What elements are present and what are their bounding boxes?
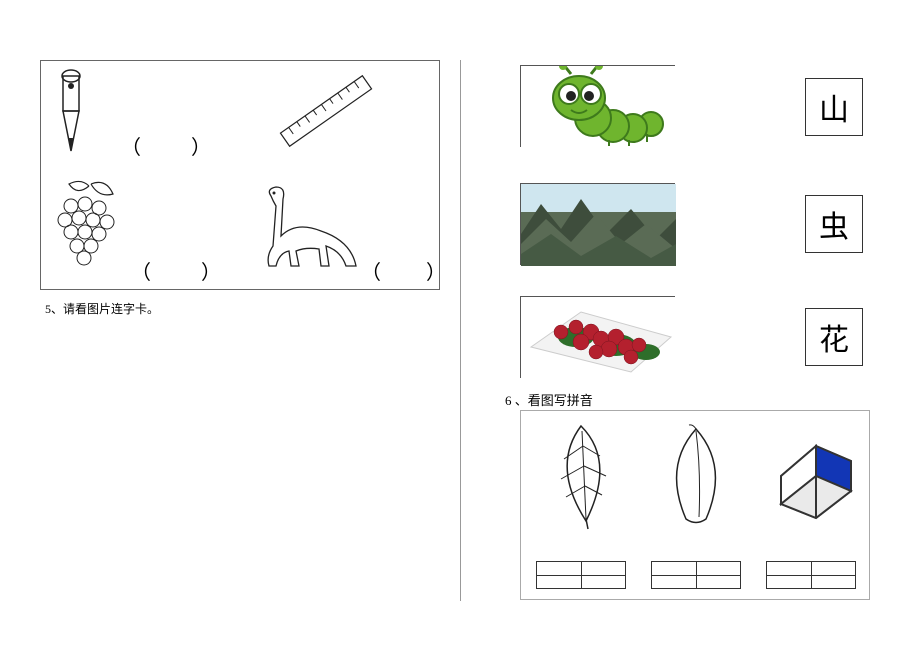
match-image-caterpillar: [520, 65, 675, 147]
char-box-hua: 花: [805, 308, 863, 366]
match-image-flowers: [520, 296, 675, 378]
char-hua: 花: [819, 315, 849, 359]
paren-open: （: [361, 256, 381, 285]
column-divider: [460, 60, 461, 601]
mountain-icon: [521, 184, 676, 266]
dinosaur-icon: [251, 181, 371, 276]
q5-figure-box: （ ） （ ） （ ）: [40, 60, 440, 290]
paren-close: ）: [201, 256, 221, 285]
caterpillar-icon: [521, 66, 676, 148]
pinyin-grid[interactable]: [766, 561, 856, 589]
char-shan: 山: [819, 85, 849, 129]
question-5-label: 5、请看图片连字卡。: [45, 300, 159, 317]
q6-sep: 、: [512, 393, 528, 408]
eraser-icon: [761, 426, 861, 526]
bud-icon: [651, 421, 741, 531]
paren-open: （: [121, 131, 141, 160]
grapes-icon: [51, 176, 126, 271]
q6-figure-box: [520, 410, 870, 600]
worksheet-page: （ ） （ ） （ ） 5、请看图片连字卡。: [0, 0, 920, 651]
ruler-icon: [271, 71, 381, 151]
q5-sep: 、: [51, 302, 63, 316]
q5-text: 请看图片连字卡。: [63, 302, 159, 316]
char-box-chong: 虫: [805, 195, 863, 253]
paren-close: ）: [426, 256, 446, 285]
flowers-icon: [521, 297, 676, 379]
paren-open: （: [131, 256, 151, 285]
char-box-shan: 山: [805, 78, 863, 136]
char-chong: 虫: [819, 202, 849, 246]
paren-close: ）: [191, 131, 211, 160]
leaf-icon: [536, 421, 626, 531]
pinyin-grid[interactable]: [651, 561, 741, 589]
pencil-icon: [51, 66, 91, 156]
pinyin-grid[interactable]: [536, 561, 626, 589]
q6-text: 看图写拼音: [528, 393, 593, 408]
match-image-mountain: [520, 183, 675, 265]
question-6-label: 6 、看图写拼音: [505, 390, 593, 409]
